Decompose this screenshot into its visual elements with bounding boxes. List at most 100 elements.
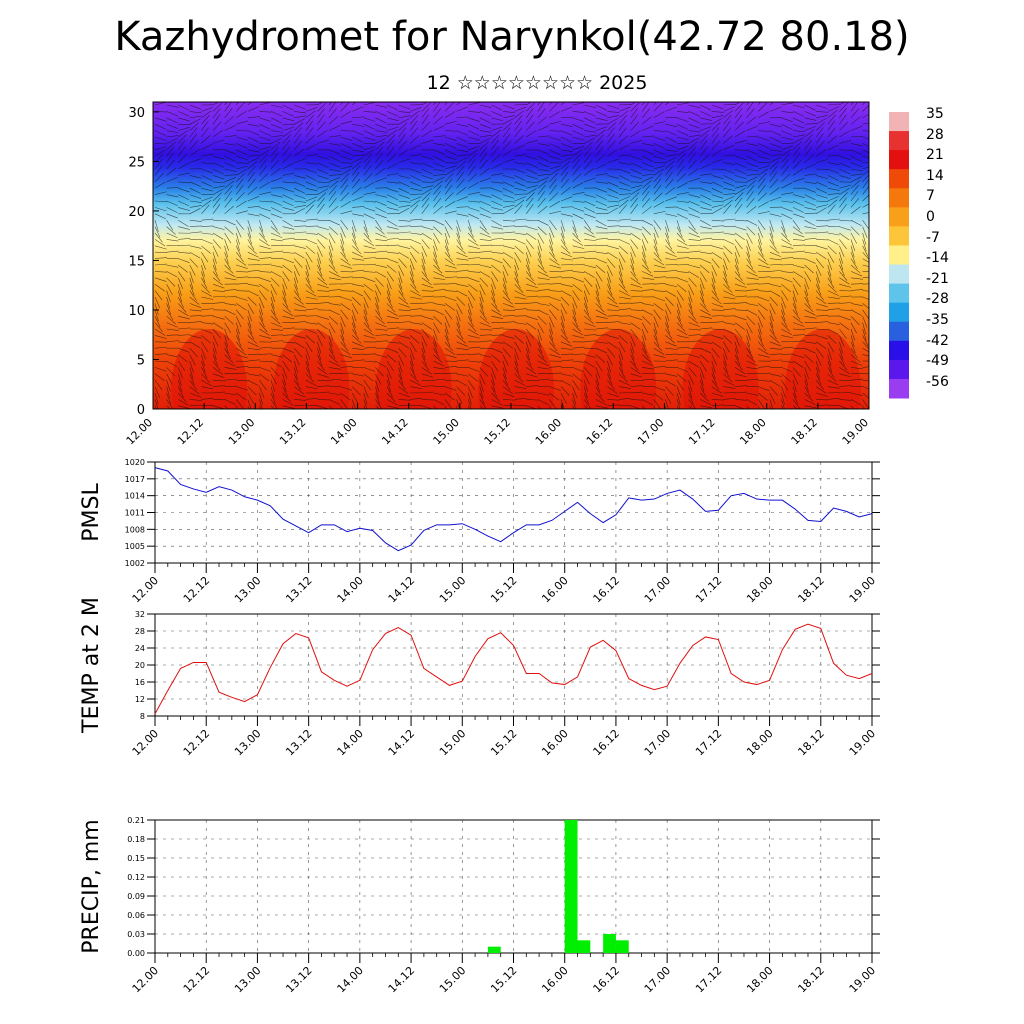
heatmap-xtick-label: 16.12 [584,416,615,447]
heatmap-ytick-label: 0 [137,403,145,418]
temp-xtick-label: 17.12 [693,727,724,758]
precip-xtick-label: 16.00 [539,964,570,995]
precip-ytick-label: 0.15 [127,854,145,863]
temp-xtick-label: 15.00 [437,727,468,758]
heatmap-xtick-label: 18.00 [737,416,768,447]
temp-xtick-label: 13.00 [232,727,263,758]
pmsl-xtick-label: 14.12 [386,574,417,605]
temp-xtick-label: 12.00 [130,727,161,758]
heatmap-xtick-label: 12.00 [124,416,155,447]
pmsl-grid [154,462,873,563]
pmsl-ylabel: PMSL [79,483,104,542]
temp-xtick-label: 19.00 [847,727,878,758]
heatmap-xtick-label: 16.00 [533,416,564,447]
colorbar-swatch [889,245,909,266]
pmsl-xtick-label: 15.00 [437,574,468,605]
colorbar-label: -14 [926,250,949,267]
chart-subtitle: 12 ☆☆☆☆☆☆☆☆ 2025 [426,72,648,94]
temp-series-line [154,623,873,715]
heatmap-xtick-label: 12.12 [175,416,206,447]
colorbar-swatch [889,283,909,304]
colorbar-label: 14 [926,167,944,184]
heatmap-xtick-label: 15.00 [431,416,462,447]
colorbar-label: -42 [926,332,949,349]
precip-ytick-label: 0.21 [127,816,145,825]
colorbar-swatch [889,207,909,227]
temp-ytick-label: 28 [135,627,145,636]
heatmap-xtick-label: 14.00 [328,416,359,447]
colorbar-label: 21 [926,147,944,164]
precip-xtick-label: 12.00 [130,964,161,995]
pmsl-ytick-label: 1002 [125,559,145,568]
pmsl-ytick-label: 1005 [125,542,145,551]
colorbar-label: 0 [926,209,935,225]
colorbar-swatch [889,169,909,189]
precip-xtick-label: 13.00 [232,964,263,995]
pmsl-xtick-label: 19.00 [847,574,878,605]
precip-xtick-label: 15.12 [488,964,519,995]
pmsl-ytick-label: 1008 [125,525,145,534]
pmsl-ytick-label: 1014 [125,492,145,501]
temp-xtick-label: 14.12 [386,727,417,758]
pmsl-xtick-label: 17.00 [642,574,673,605]
temp-xtick-label: 18.00 [744,727,775,758]
temp-xtick-label: 12.12 [181,727,212,758]
colorbar-label: -49 [926,353,949,370]
temp-xtick-label: 18.12 [795,727,826,758]
precip-xtick-label: 18.00 [744,964,775,995]
precip-xtick-label: 13.12 [283,964,314,995]
heatmap-xtick-label: 13.00 [226,416,257,447]
heatmap-xtick-label: 18.12 [789,416,820,447]
colorbar-swatch [889,340,909,361]
precip-bar [615,940,629,953]
heatmap-ytick-label: 30 [128,106,145,121]
colorbar-label: -35 [926,312,949,328]
pmsl-ytick-label: 1017 [125,475,145,484]
heatmap-xtick-label: 14.12 [379,416,410,447]
colorbar-swatch [889,321,909,342]
precip-ytick-label: 0.18 [127,835,145,844]
colorbar-label: 35 [926,106,944,122]
colorbar-label: -56 [926,373,949,390]
pmsl-xtick-label: 18.00 [744,574,775,605]
temp-xtick-label: 16.00 [539,727,570,758]
colorbar-labels: 35 28 21 14 7 0 -7 -14 -21 -28 -35 -42 -49 -56 [916,106,976,406]
pmsl-xtick-label: 13.00 [232,574,263,605]
colorbar-swatch [889,131,909,151]
pmsl-xtick-label: 18.12 [795,574,826,605]
precip-xtick-label: 16.12 [591,964,622,995]
chart-title: Kazhydromet for Narynkol(42.72 80.18) [114,14,910,60]
colorbar-swatch [889,264,909,285]
wind-barbs [154,102,869,409]
temp-ytick-label: 16 [135,678,145,687]
precip-xtick-label: 14.12 [386,964,417,995]
colorbar-label: -7 [926,229,940,246]
precip-ytick-label: 0.09 [127,892,145,901]
pmsl-ytick-label: 1011 [125,509,145,518]
precip-ytick-label: 0.06 [127,911,145,920]
heatmap-xtick-label: 19.00 [840,416,871,447]
pmsl-series-line [154,467,873,552]
precip-ytick-label: 0.12 [127,873,145,882]
colorbar-label: 7 [926,188,935,205]
colorbar-swatch [889,378,909,399]
heatmap-ytick-label: 25 [128,155,145,170]
colorbar-swatch [889,112,909,132]
pmsl-xtick-label: 17.12 [693,574,724,605]
colorbar-swatch [889,302,909,323]
pmsl-xtick-label: 13.12 [283,574,314,605]
pmsl-xtick-label: 15.12 [488,574,519,605]
temp-grid [154,614,873,716]
temp-xtick-label: 15.12 [488,727,519,758]
colorbar-swatch [889,226,909,246]
temp-xtick-label: 14.00 [335,727,366,758]
temp-ylabel: TEMP at 2 M [79,597,104,734]
temp-xtick-label: 16.12 [591,727,622,758]
temp-ytick-label: 24 [135,644,145,653]
heatmap-ytick-label: 15 [128,254,145,269]
colorbar-swatch [889,359,909,380]
temp-ytick-label: 20 [135,661,145,670]
colorbar-label: -21 [926,270,949,287]
heatmap-ytick-label: 5 [137,353,145,368]
